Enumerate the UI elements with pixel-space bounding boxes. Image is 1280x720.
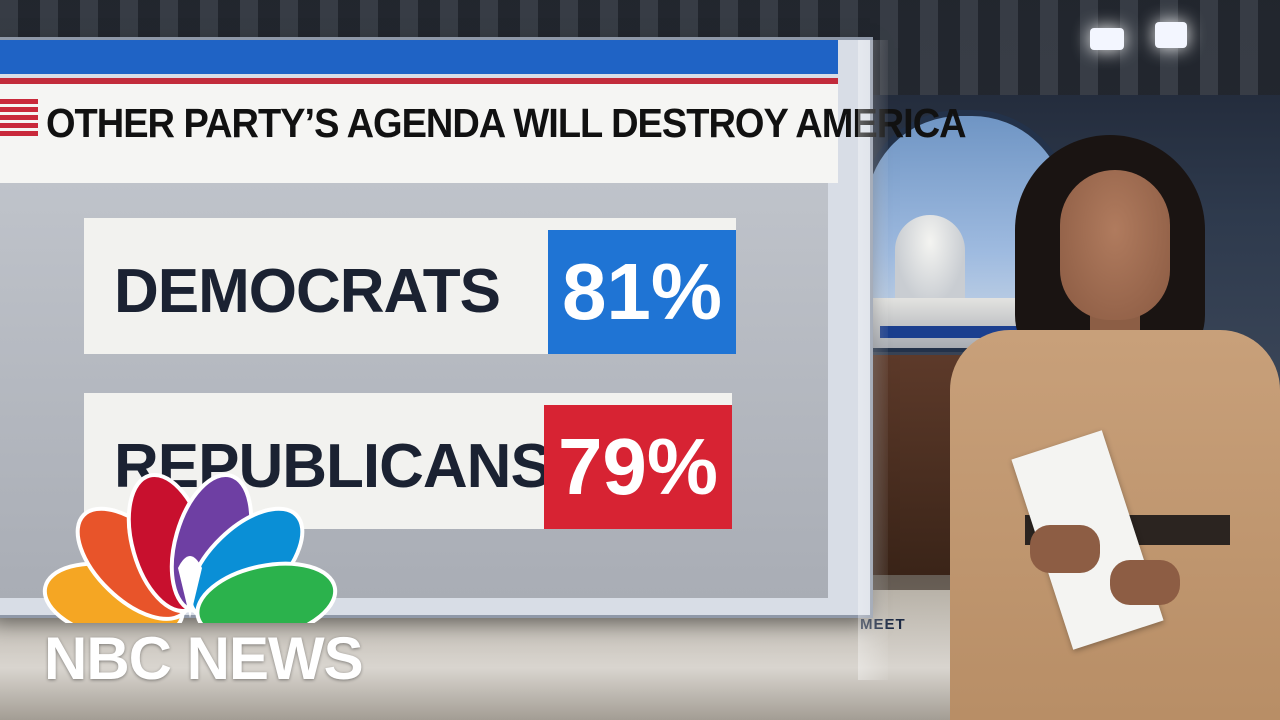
studio-light: [1155, 22, 1187, 48]
title-band: [0, 78, 838, 183]
capitol-dome: [895, 215, 965, 305]
peacock-feather: [195, 561, 338, 623]
party-label: REPUBLICANS: [114, 432, 552, 501]
graphic-title: OTHER PARTY’S AGENDA WILL DESTROY AMERIC…: [46, 101, 967, 147]
anchor-face: [1060, 170, 1170, 320]
peacock-body: [178, 556, 202, 618]
flag-stripes-icon: [0, 96, 38, 144]
nbc-news-logo-text: NBC NEWS: [44, 625, 364, 692]
party-label: DEMOCRATS: [114, 257, 501, 326]
result-row-republicans: REPUBLICANS 79%: [84, 393, 732, 529]
floor-logo-text: MEET: [860, 616, 980, 636]
news-anchor: [940, 130, 1280, 720]
studio-light: [1090, 28, 1124, 50]
result-row-democrats: DEMOCRATS 81%: [84, 218, 736, 354]
glass-panel: [858, 40, 888, 680]
party-percentage: 79%: [544, 405, 732, 529]
nbc-peacock-icon: [42, 472, 338, 623]
title-top-bar: [0, 40, 838, 74]
anchor-hand: [1030, 525, 1100, 573]
title-red-stripe: [0, 78, 838, 84]
party-percentage: 81%: [548, 230, 736, 354]
anchor-hand: [1110, 560, 1180, 605]
